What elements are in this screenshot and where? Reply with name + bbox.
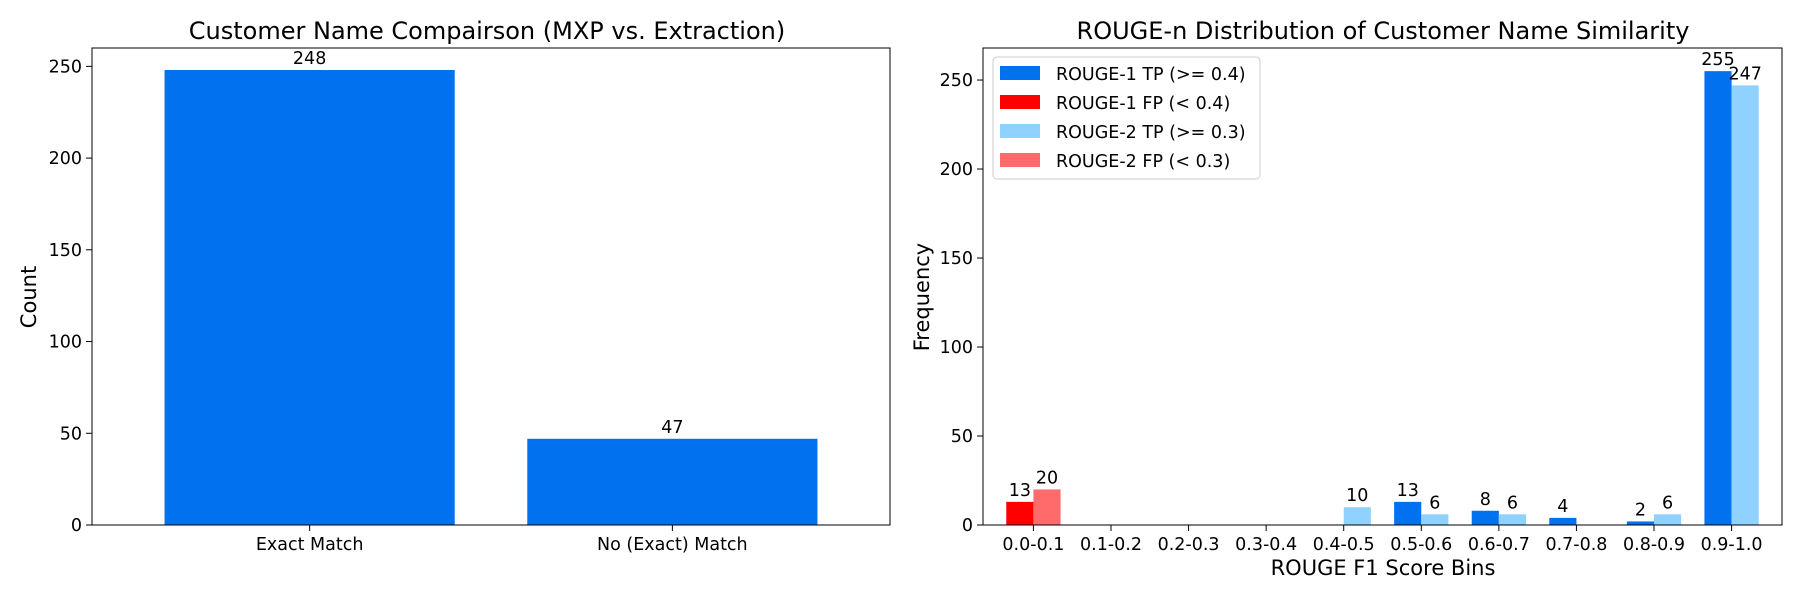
chart2-x-tick-label: 0.8-0.9 xyxy=(1623,535,1685,555)
chart2-bar-rouge-1 xyxy=(1549,517,1577,525)
chart2-bar-rouge-1 xyxy=(1006,501,1034,525)
chart2-bar-rouge-2 xyxy=(1731,85,1759,526)
chart2-data-label: 6 xyxy=(1507,493,1518,513)
chart2-data-label: 13 xyxy=(1009,481,1031,501)
legend-label-rouge2-fp: ROUGE-2 FP (< 0.3) xyxy=(1056,152,1230,172)
chart2-data-label: 13 xyxy=(1397,481,1419,501)
chart2-bar-rouge-1 xyxy=(1394,501,1422,525)
legend-label-rouge1-fp: ROUGE-1 FP (< 0.4) xyxy=(1056,94,1230,114)
legend-label-rouge1-tp: ROUGE-1 TP (>= 0.4) xyxy=(1056,65,1246,85)
chart1-bars xyxy=(164,70,818,525)
chart2-x-tick-label: 0.3-0.4 xyxy=(1235,535,1297,555)
chart1-y-axis-label: Count xyxy=(17,266,41,328)
chart2-x-axis-label: ROUGE F1 Score Bins xyxy=(1271,556,1496,580)
chart2-x-tick-label: 0.9-1.0 xyxy=(1701,535,1763,555)
chart2-x-tick-label: 0.1-0.2 xyxy=(1080,535,1142,555)
chart2-x-tick-label: 0.2-0.3 xyxy=(1158,535,1220,555)
chart2-plot-frame xyxy=(982,47,1783,526)
chart2-data-label: 255 xyxy=(1701,50,1734,70)
chart2-bar-rouge-2 xyxy=(1033,489,1061,525)
chart2-x-tick-label: 0.0-0.1 xyxy=(1002,535,1064,555)
chart1-data-label: 47 xyxy=(661,418,683,438)
chart1-y-tick-label: 100 xyxy=(49,333,82,353)
chart2-x-tick-label: 0.4-0.5 xyxy=(1313,535,1375,555)
chart-customer-name-comparison: Customer Name Compairson (MXP vs. Extrac… xyxy=(17,17,891,555)
legend-swatch-rouge2-fp xyxy=(1000,153,1040,167)
legend-swatch-rouge1-tp xyxy=(1000,66,1040,80)
chart1-plot-frame xyxy=(91,47,891,526)
chart1-title: Customer Name Compairson (MXP vs. Extrac… xyxy=(189,17,785,45)
chart1-y-axis: 0 50 100 150 200 250 xyxy=(49,57,92,536)
chart2-x-axis: 0.0-0.1 0.1-0.2 0.2-0.3 0.3-0.4 0.4-0.5 0.5-0… xyxy=(1002,525,1763,555)
chart1-y-tick-label: 200 xyxy=(49,149,82,169)
chart2-bar-rouge-1 xyxy=(1704,71,1732,525)
chart2-y-axis-label: Frequency xyxy=(910,243,934,352)
chart1-bar xyxy=(527,438,818,525)
chart1-y-tick-label: 150 xyxy=(49,241,82,261)
chart2-data-label: 4 xyxy=(1557,497,1568,517)
chart2-data-label: 247 xyxy=(1728,64,1761,84)
chart2-x-tick-label: 0.5-0.6 xyxy=(1390,535,1452,555)
chart1-y-tick-label: 0 xyxy=(71,516,82,536)
chart2-data-label: 8 xyxy=(1480,490,1491,510)
chart2-y-tick-label: 200 xyxy=(940,160,973,180)
chart-rouge-distribution: ROUGE-n Distribution of Customer Name Si… xyxy=(910,17,1783,580)
chart2-y-tick-label: 250 xyxy=(940,71,973,91)
chart2-y-tick-label: 50 xyxy=(951,427,973,447)
chart2-x-tick-label: 0.7-0.8 xyxy=(1545,535,1607,555)
chart2-x-tick-label: 0.6-0.7 xyxy=(1468,535,1530,555)
chart2-y-tick-label: 150 xyxy=(940,249,973,269)
chart2-bars xyxy=(1006,71,1759,526)
chart1-data-label: 248 xyxy=(293,49,326,69)
chart2-legend: ROUGE-1 TP (>= 0.4) ROUGE-1 FP (< 0.4) R… xyxy=(992,56,1261,180)
chart2-y-tick-label: 0 xyxy=(962,516,973,536)
chart1-y-tick-label: 250 xyxy=(49,57,82,77)
legend-label-rouge2-tp: ROUGE-2 TP (>= 0.3) xyxy=(1056,123,1246,143)
chart2-data-label: 6 xyxy=(1662,493,1673,513)
chart2-data-label: 2 xyxy=(1635,500,1646,520)
chart2-data-label: 6 xyxy=(1429,493,1440,513)
chart2-data-label: 20 xyxy=(1036,468,1058,488)
chart1-y-tick-label: 50 xyxy=(60,424,82,444)
chart1-x-tick-label: No (Exact) Match xyxy=(597,535,748,555)
chart2-title: ROUGE-n Distribution of Customer Name Si… xyxy=(1077,17,1690,45)
chart1-data-labels: 248 47 xyxy=(293,49,684,438)
chart2-y-tick-label: 100 xyxy=(940,338,973,358)
legend-swatch-rouge2-tp xyxy=(1000,124,1040,138)
chart2-bar-rouge-2 xyxy=(1498,514,1527,525)
legend-swatch-rouge1-fp xyxy=(1000,95,1040,109)
chart1-x-tick-label: Exact Match xyxy=(256,535,364,555)
legend-box xyxy=(992,56,1261,180)
chart2-data-label: 10 xyxy=(1346,486,1368,506)
chart2-bar-rouge-2 xyxy=(1421,514,1449,525)
chart1-x-axis: Exact Match No (Exact) Match xyxy=(256,525,748,555)
chart2-bar-rouge-2 xyxy=(1654,514,1682,525)
chart2-bar-rouge-1 xyxy=(1471,510,1499,525)
chart2-bar-rouge-2 xyxy=(1343,507,1371,525)
chart1-bar xyxy=(164,70,455,525)
chart2-y-axis: 0 50 100 150 200 250 xyxy=(940,71,983,536)
chart2-bar-rouge-1 xyxy=(1626,521,1655,525)
